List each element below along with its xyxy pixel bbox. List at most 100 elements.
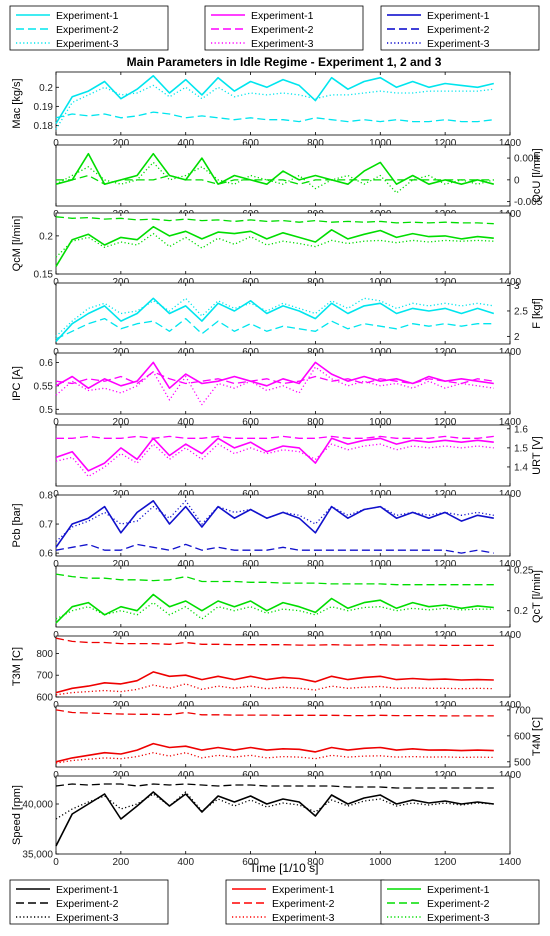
x-tick-label: 800 [307,417,324,428]
x-tick-label: 1400 [499,347,522,358]
y-tick-label: 0.6 [39,358,53,369]
plot-frame [55,352,511,415]
x-tick-label: 600 [242,138,259,149]
plot-frame [55,71,511,136]
x-tick-label: 0 [53,700,59,711]
x-tick-label: 200 [113,277,130,288]
legends-group: Experiment-1Experiment-2Experiment-3Expe… [9,5,540,925]
x-tick-label: 400 [177,138,194,149]
series-line [55,543,494,554]
legend-label: Experiment-1 [56,10,119,22]
x-tick-label: 1400 [499,138,522,149]
x-tick-label: 800 [307,630,324,641]
series-line [55,783,494,789]
x-tick-label: 200 [113,489,130,500]
y-tick-label: 800 [36,649,53,660]
series-line [55,225,494,267]
series-line [55,75,494,124]
series-line [55,709,494,717]
y-axis-label: Speed [rpm] [11,785,23,845]
legend-label: Experiment-2 [427,24,490,36]
x-tick-label: 1400 [499,857,522,868]
x-tick-label: 1000 [369,700,392,711]
x-tick-label: 200 [113,138,130,149]
x-tick-label: 0 [53,417,59,428]
x-tick-label: 1200 [434,857,457,868]
chart-panel: 02004006008001000120014000.0050-0.005QcU… [53,144,543,220]
y-tick-label: 0.18 [34,121,54,132]
y-tick-label: 0.7 [39,520,53,531]
x-tick-label: 200 [113,770,130,781]
chart-panel: 0 200 400 600 800 1000 1200 1400 0.5 0.55 0.6 IPC [… [11,352,522,428]
legend-label: Experiment-3 [251,38,314,50]
x-tick-label: 0 [53,559,59,570]
x-tick-label: 1200 [434,277,457,288]
x-tick-label: 600 [242,770,259,781]
chart-title: Main Parameters in Idle Regime - Experim… [127,55,442,69]
x-tick-label: 400 [177,770,194,781]
legend-label: Experiment-1 [251,10,314,22]
series-line [55,671,494,694]
x-tick-label: 0 [53,489,59,500]
x-tick-label: 1000 [369,770,392,781]
x-tick-label: 1400 [499,630,522,641]
y-tick-label: 0.55 [34,381,54,392]
x-tick-label: 1200 [434,770,457,781]
y-axis-label: IPC [A] [11,366,23,401]
series-line [55,791,494,847]
legend-box [380,879,540,925]
x-tick-label: 200 [113,857,130,868]
x-tick-label: 1200 [434,138,457,149]
y-tick-label: 40,000 [22,800,53,811]
legend: Experiment-1 Experiment-2 Experiment-3 [380,879,540,925]
legend-label: Experiment-1 [56,884,119,896]
series-line [55,232,494,258]
y-axis-label: QcU [l/min] [531,148,543,202]
legend: Experiment-1 Experiment-2 Experiment-3 [380,5,540,51]
legend-label: Experiment-3 [427,38,490,50]
series-line [55,152,495,185]
x-tick-label: 600 [242,277,259,288]
x-tick-label: 200 [113,630,130,641]
series-line [55,111,494,123]
x-tick-label: 600 [242,559,259,570]
panels-group: 0 200 400 600 800 1000 1200 14000.180.190.2Mac … [11,71,543,868]
x-axis-label: Time [1/10 s] [250,861,319,875]
y-tick-label: 600 [36,693,53,704]
y-tick-label: 1.6 [514,424,528,435]
legend: Experiment-1 Experiment-2 Experiment-3 [204,5,364,51]
x-tick-label: 1000 [369,489,392,500]
series-line [55,161,494,194]
x-tick-label: 600 [242,489,259,500]
x-tick-label: 1400 [499,700,522,711]
x-tick-label: 1400 [499,489,522,500]
y-tick-label: 35,000 [22,850,53,861]
series-line [55,742,494,763]
chart-panel: 0 200 400 600 800 1000 1200 1400 0.25 0.2 QcT [l/m… [53,566,543,641]
y-tick-label: 3 [514,281,520,292]
series-line [55,637,494,647]
y-tick-label: 0.19 [34,102,54,113]
y-axis-label: Pcb [bar] [11,503,23,547]
x-tick-label: 800 [307,857,324,868]
y-axis-label: T4M [C] [531,717,543,756]
y-tick-label: 0.005 [514,154,539,165]
x-tick-label: 1200 [434,347,457,358]
y-tick-label: 1.5 [514,443,528,454]
y-tick-label: 600 [514,731,531,742]
series-line [56,174,494,185]
x-tick-label: 1400 [499,559,522,570]
x-tick-label: 200 [113,417,130,428]
x-tick-label: 200 [113,347,130,358]
y-axis-label: QcM [l/min] [11,216,23,272]
x-tick-label: 1000 [369,630,392,641]
x-tick-label: 1000 [369,277,392,288]
y-tick-label: 0.8 [39,491,53,502]
x-tick-label: 1400 [499,770,522,781]
y-tick-label: 700 [514,705,531,716]
x-tick-label: 600 [242,630,259,641]
series-line [55,297,494,337]
x-tick-label: 600 [242,347,259,358]
